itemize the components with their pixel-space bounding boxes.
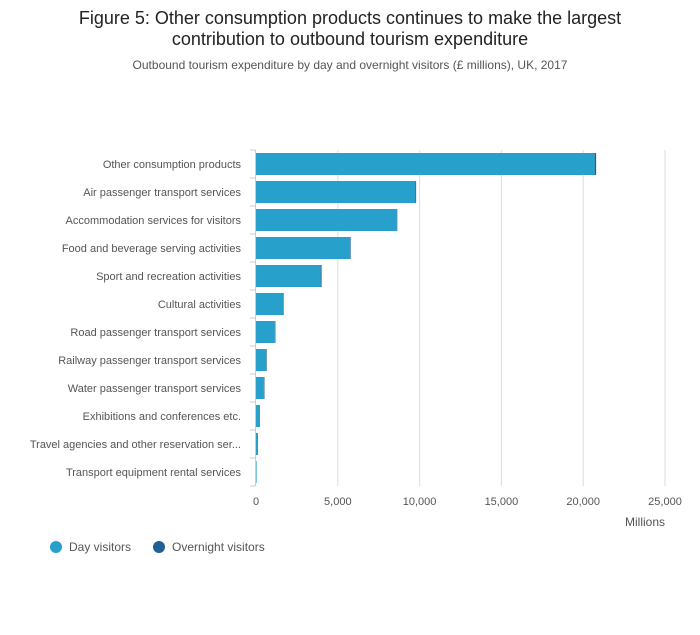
legend-label-overnight-visitors: Overnight visitors (172, 540, 265, 554)
x-tick-label: 10,000 (403, 496, 437, 508)
legend-item-overnight-visitors[interactable]: Overnight visitors (153, 540, 265, 554)
category-label: Sport and recreation activities (96, 271, 241, 283)
category-label: Travel agencies and other reservation se… (30, 439, 241, 451)
bar-day-visitors (256, 321, 275, 343)
bar-overnight-visitors (274, 321, 276, 343)
bar-day-visitors (256, 405, 260, 427)
chart-title: Figure 5: Other consumption products con… (0, 8, 700, 50)
x-tick-label: 25,000 (648, 496, 682, 508)
category-label: Air passenger transport services (83, 187, 241, 199)
x-tick-label: 20,000 (566, 496, 600, 508)
bar-day-visitors (256, 153, 595, 175)
legend-marker-day-visitors (50, 541, 62, 553)
chart-title-line-1: Figure 5: Other consumption products con… (78, 8, 622, 28)
bar-day-visitors (256, 433, 258, 455)
chart-subtitle: Outbound tourism expenditure by day and … (132, 58, 568, 72)
bar-day-visitors (256, 293, 283, 315)
legend-marker-overnight-visitors (153, 541, 166, 553)
category-label: Transport equipment rental services (66, 467, 242, 479)
category-label: Railway passenger transport services (58, 355, 241, 367)
x-axis-title: Millions (625, 515, 665, 529)
category-label: Cultural activities (158, 299, 242, 311)
bar-overnight-visitors (282, 293, 284, 315)
category-label: Exhibitions and conferences etc. (83, 411, 241, 423)
bar-chart: 0 5,000 10,000 15,000 20,000 25,000 Transport … (30, 149, 682, 529)
bar-overnight-visitors (259, 405, 260, 427)
legend-label-day-visitors: Day visitors (69, 540, 132, 554)
x-tick-label: 15,000 (485, 496, 519, 508)
category-label: Road passenger transport services (70, 327, 241, 339)
bar-overnight-visitors (320, 265, 322, 287)
bar-day-visitors (256, 265, 321, 287)
bar-overnight-visitors (263, 377, 265, 399)
bar-day-visitors (256, 377, 264, 399)
x-tick-label: 5,000 (324, 496, 352, 508)
bar-overnight-visitors (594, 153, 597, 175)
bar-day-visitors (256, 349, 267, 371)
category-label: Accommodation services for visitors (66, 215, 242, 227)
bar-overnight-visitors (350, 237, 351, 259)
bar-overnight-visitors (396, 209, 398, 231)
bar-day-visitors (256, 181, 416, 203)
bar-overnight-visitors (266, 349, 267, 371)
category-label: Water passenger transport services (68, 383, 242, 395)
bar-overnight-visitors (257, 433, 258, 455)
bar-overnight-visitors (415, 181, 417, 203)
bar-day-visitors (256, 237, 351, 259)
x-tick-label: 0 (253, 496, 259, 508)
chart-title-line-2: contribution to outbound tourism expendi… (171, 29, 529, 49)
legend-item-day-visitors[interactable]: Day visitors (50, 540, 131, 554)
category-label: Other consumption products (103, 159, 242, 171)
category-label: Food and beverage serving activities (62, 243, 242, 255)
bar-day-visitors (256, 209, 397, 231)
legend: Day visitors Overnight visitors (50, 540, 265, 554)
bar-day-visitors (256, 461, 257, 483)
